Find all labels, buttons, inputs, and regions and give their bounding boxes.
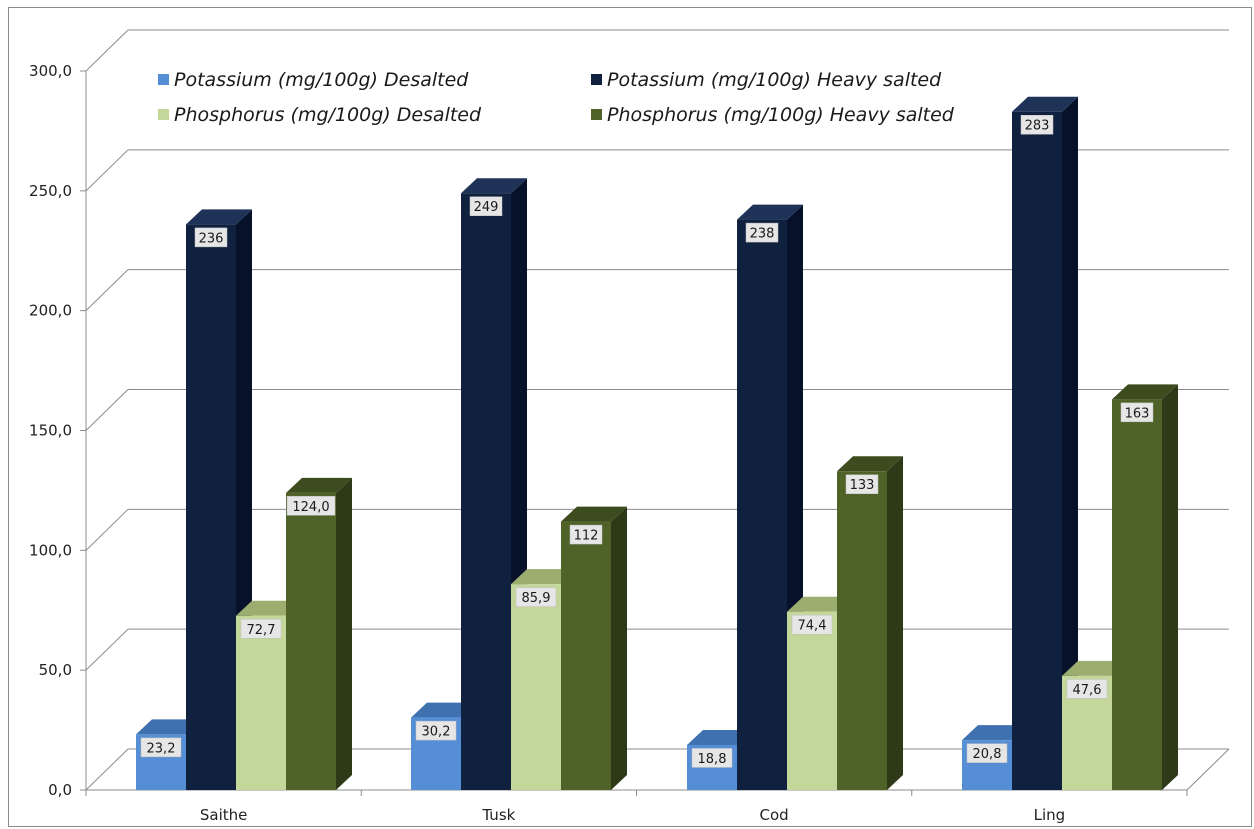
data-label: 238 xyxy=(750,227,775,242)
y-tick-label: 250,0 xyxy=(29,182,72,200)
data-label: 72,7 xyxy=(247,623,276,638)
bar-front xyxy=(461,193,511,790)
bar-chart: 0,0 50,0 100,0 150,0 200,0 250,0 300,0 Saithe Tu… xyxy=(9,8,1253,828)
bar-front xyxy=(186,224,236,790)
y-tick-label: 200,0 xyxy=(29,302,72,320)
legend-swatch xyxy=(591,109,602,120)
data-label: 23,2 xyxy=(147,741,176,756)
data-label: 133 xyxy=(850,478,875,493)
legend: Potassium (mg/100g) Desalted Potassium (m… xyxy=(158,69,955,126)
floor-right-edge xyxy=(1187,749,1229,790)
x-tick-label: Cod xyxy=(760,806,789,824)
bar-side xyxy=(611,507,627,790)
data-label: 74,4 xyxy=(798,619,827,634)
bar: 163 xyxy=(1112,384,1178,790)
bar-front xyxy=(1112,399,1162,790)
legend-swatch xyxy=(158,109,169,120)
x-tick-label: Tusk xyxy=(481,806,515,824)
legend-item: Potassium (mg/100g) Heavy salted xyxy=(591,69,942,91)
gridline-diagonal xyxy=(86,749,128,790)
legend-label: Potassium (mg/100g) Heavy salted xyxy=(607,69,942,91)
legend-item: Phosphorus (mg/100g) Heavy salted xyxy=(591,104,955,126)
x-tick-label: Saithe xyxy=(200,806,248,824)
chart-frame: 0,0 50,0 100,0 150,0 200,0 250,0 300,0 Saithe Tu… xyxy=(8,7,1252,827)
legend-label: Potassium (mg/100g) Desalted xyxy=(174,69,469,91)
x-tick-label: Ling xyxy=(1034,806,1066,824)
bar: 112 xyxy=(561,507,627,790)
bar-side xyxy=(1162,384,1178,790)
bar-front xyxy=(1012,112,1062,790)
gridline-diagonal xyxy=(86,270,128,311)
y-tick-label: 300,0 xyxy=(29,62,72,80)
data-label: 163 xyxy=(1125,406,1150,421)
bar-front xyxy=(737,220,787,790)
legend-swatch xyxy=(591,74,602,85)
data-label: 20,8 xyxy=(973,747,1002,762)
bar: 124,0 xyxy=(286,478,352,790)
y-tick-label: 100,0 xyxy=(29,541,72,559)
gridline-diagonal xyxy=(86,629,128,670)
gridline-diagonal xyxy=(86,390,128,431)
data-label: 30,2 xyxy=(422,725,451,740)
bar-layer: 23,2 30,2 18,8 20,8 236 249 238 283 72,7 85,9 74,4… xyxy=(136,97,1178,790)
bar-front xyxy=(837,471,887,790)
bar-front xyxy=(236,616,286,790)
data-label: 249 xyxy=(474,200,499,215)
data-label: 124,0 xyxy=(292,500,329,515)
data-label: 283 xyxy=(1025,119,1050,134)
y-tick-label: 150,0 xyxy=(29,422,72,440)
legend-item: Phosphorus (mg/100g) Desalted xyxy=(158,104,482,126)
y-tick-label: 0,0 xyxy=(48,781,72,799)
data-label: 18,8 xyxy=(698,752,727,767)
bar-side xyxy=(887,456,903,790)
gridline-diagonal xyxy=(86,150,128,191)
legend-swatch xyxy=(158,74,169,85)
data-label: 47,6 xyxy=(1073,683,1102,698)
data-label: 236 xyxy=(199,231,224,246)
legend-label: Phosphorus (mg/100g) Heavy salted xyxy=(607,104,955,126)
legend-item: Potassium (mg/100g) Desalted xyxy=(158,69,469,91)
bar-front xyxy=(787,612,837,790)
gridline-diagonal xyxy=(86,509,128,550)
bar-side xyxy=(336,478,352,790)
y-tick-label: 50,0 xyxy=(39,661,72,679)
bar-front xyxy=(511,584,561,790)
bar-front xyxy=(561,522,611,790)
data-label: 112 xyxy=(574,529,599,544)
data-label: 85,9 xyxy=(522,591,551,606)
gridline-diagonal xyxy=(86,30,128,71)
legend-label: Phosphorus (mg/100g) Desalted xyxy=(174,104,482,126)
bar: 133 xyxy=(837,456,903,790)
bar-front xyxy=(286,493,336,790)
